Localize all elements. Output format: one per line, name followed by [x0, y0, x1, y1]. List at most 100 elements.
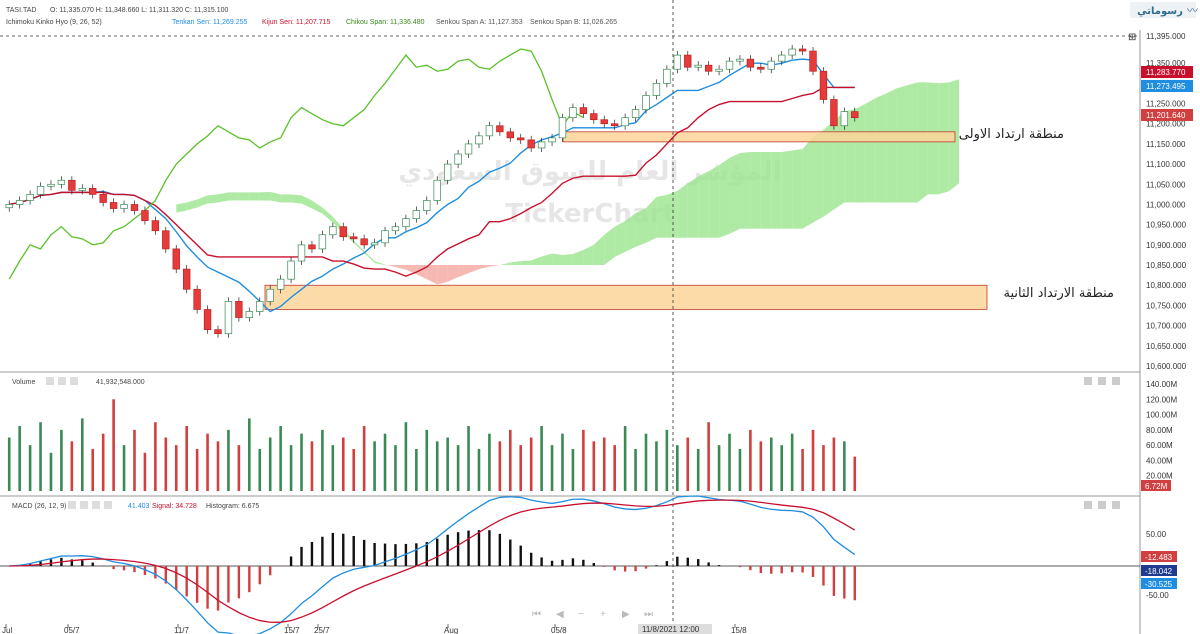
volume-bar: [28, 445, 32, 491]
candle-body: [266, 288, 274, 302]
cloud-segment: [646, 196, 657, 243]
candle-body: [464, 143, 473, 155]
candle-body: [214, 329, 222, 335]
volume-tick-label: 40.00M: [1146, 456, 1173, 465]
cloud-segment: [656, 194, 667, 238]
volume-bar: [373, 441, 376, 491]
tenkan-label: Tenkan Sen: 11,269.255: [172, 19, 247, 26]
price-tag-kijun: 11,283.770: [1141, 66, 1193, 78]
volume-bar: [738, 448, 742, 491]
cloud-segment: [364, 250, 375, 264]
volume-bar: [60, 429, 63, 491]
price-tick-label: 10,600.000: [1146, 362, 1187, 371]
kijun-line: [9, 86, 855, 277]
volume-bar: [394, 445, 397, 491]
cloud-segment: [238, 192, 250, 201]
ohlc-label: O: 11,335.070 H: 11,348.660 L: 11,311.32…: [50, 7, 228, 14]
candle-body: [99, 194, 107, 203]
volume-window-controls[interactable]: [1084, 377, 1120, 385]
cloud-segment: [760, 152, 772, 229]
price-tick-label: 10,750.000: [1146, 301, 1187, 310]
volume-bar: [634, 448, 637, 491]
candle-body: [517, 137, 525, 141]
cloud-segment: [186, 199, 198, 211]
candle-body: [788, 48, 796, 56]
svg-text:-30.525: -30.525: [1145, 580, 1173, 589]
volume-bar: [498, 441, 502, 491]
volume-bar: [206, 433, 209, 491]
volume-bar: [540, 426, 543, 491]
candle-body: [193, 288, 201, 310]
macd-hist-bar: [268, 566, 272, 576]
macd-lines: [9, 495, 856, 634]
volume-bar: [843, 441, 846, 491]
macd-window-controls[interactable]: [1084, 501, 1120, 509]
volume-bar: [279, 426, 282, 491]
macd-hist-bar: [237, 566, 241, 599]
zoom-out-icon: −: [578, 609, 584, 620]
cloud-segment: [280, 194, 292, 203]
logo-text: رسوماتي: [1137, 6, 1183, 17]
volume-bar: [122, 445, 126, 491]
macd-hist-bar: [415, 543, 418, 566]
candle-body: [757, 66, 765, 70]
macd-panel-icons[interactable]: [68, 501, 112, 509]
volume-bar: [707, 422, 710, 491]
macd-hist-bar: [822, 566, 825, 586]
macd-title: MACD (26, 12, 9): [12, 503, 66, 510]
candle-body: [412, 210, 421, 219]
volume-bar: [404, 422, 408, 491]
cloud-segment: [739, 152, 751, 229]
macd-tag-1: -12.483: [1141, 551, 1177, 562]
volume-panel-icons[interactable]: [46, 377, 78, 385]
cloud-segment: [437, 265, 448, 285]
svg-text:11,283.770: 11,283.770: [1146, 68, 1186, 77]
cloud-segment: [906, 82, 918, 203]
macd-hist-bar: [561, 559, 564, 566]
volume-bar: [529, 437, 533, 491]
macd-tag-3: -30.525: [1141, 578, 1177, 589]
cloud-segment: [301, 195, 312, 209]
scroll-end-icon: ⏭: [644, 609, 653, 620]
macd-hist-bar: [289, 556, 293, 566]
volume-bar: [696, 448, 700, 491]
macd-hist-bar: [206, 566, 209, 609]
volume-bar: [592, 441, 596, 491]
volume-bar: [331, 445, 335, 491]
candle-body: [245, 311, 254, 318]
candle-body: [725, 60, 734, 70]
macd-hist-bar: [446, 534, 449, 566]
ichimoku-lines: [8, 48, 855, 313]
macd-histogram: Histogram: 6.675: [206, 503, 259, 510]
cloud-segment: [886, 88, 897, 203]
candle-body: [350, 236, 358, 240]
candle-body: [454, 153, 462, 165]
volume-bar: [728, 433, 731, 491]
scroll-navigation[interactable]: ⏮ ◀ − + ▶ ⏭: [532, 609, 653, 620]
macd-hist-bar: [70, 559, 74, 566]
volume-bar: [488, 433, 491, 491]
macd-hist-bar: [498, 533, 502, 566]
candle-body: [162, 230, 170, 250]
macd-hist-bar: [623, 566, 627, 572]
volume-tick-label: 140.00M: [1146, 380, 1177, 389]
macd-hist-bar: [665, 561, 669, 566]
macd-hist-bar: [133, 566, 136, 573]
candle-body: [402, 218, 410, 228]
macd-hist-bar: [655, 565, 658, 566]
candle-body: [746, 58, 755, 68]
indicator-label: Ichimoku Kinko Hyo (9, 26, 52): [6, 19, 102, 26]
macd-hist-bar: [310, 541, 314, 566]
volume-bar: [832, 437, 836, 491]
candle-body: [433, 179, 441, 201]
candle-body: [496, 125, 504, 133]
svg-text:-12.483: -12.483: [1145, 553, 1173, 562]
kijun-label: Kijun Sen: 11,207.715: [262, 19, 330, 26]
chikou-line: [8, 48, 584, 280]
cloud-segment: [311, 200, 323, 214]
time-tick-label: Jul: [2, 626, 12, 634]
macd-hist-bar: [404, 543, 408, 566]
candle-body: [172, 248, 180, 270]
add-icon[interactable]: ⊞: [1128, 32, 1136, 43]
volume-tick-label: 120.00M: [1146, 395, 1177, 404]
